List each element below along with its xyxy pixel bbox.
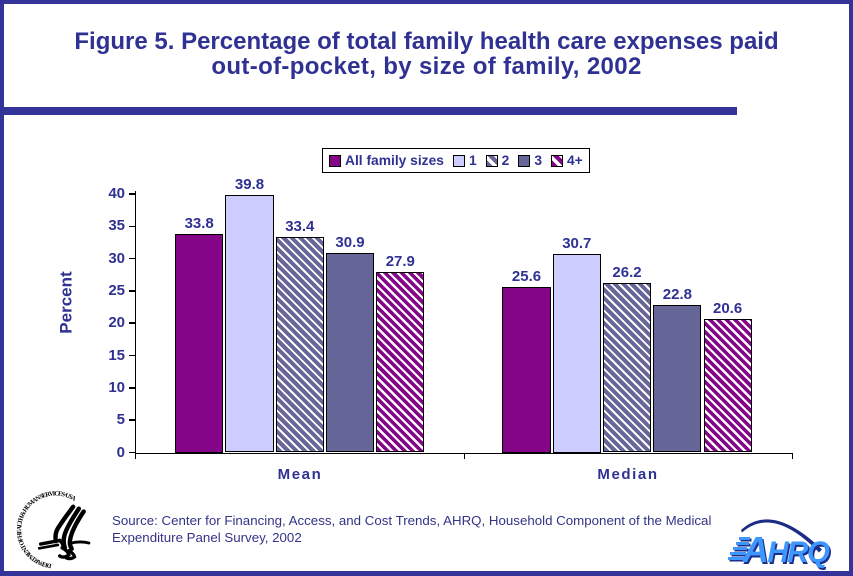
svg-text:AHRQ: AHRQ [742, 529, 830, 570]
svg-text:AHRQ: AHRQ [743, 531, 831, 572]
